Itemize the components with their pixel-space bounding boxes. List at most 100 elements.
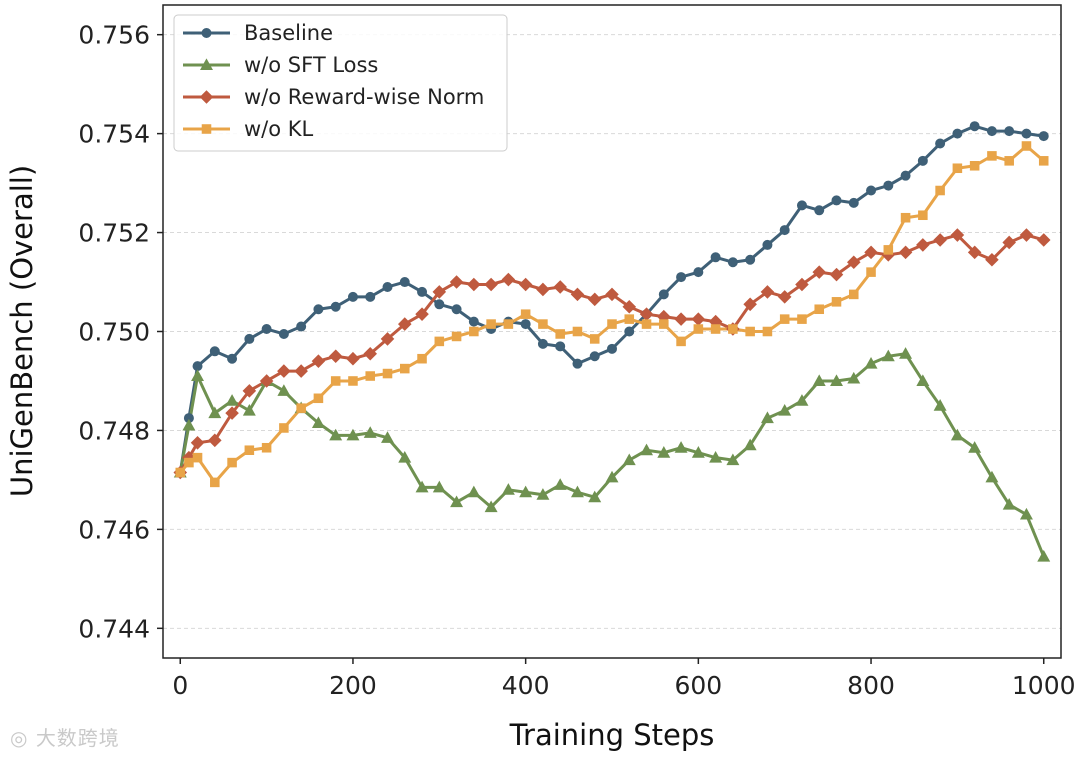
data-point: [397, 317, 412, 331]
data-point: [536, 282, 550, 297]
data-point: [555, 329, 565, 339]
data-point: [1021, 128, 1032, 139]
legend-label: w/o Reward-wise Norm: [244, 85, 484, 109]
data-point: [296, 321, 307, 332]
legend-entry-w-o-kl: w/o KL: [183, 117, 314, 141]
data-point: [587, 292, 602, 307]
x-tick-label: 200: [329, 671, 377, 700]
data-point: [225, 394, 239, 406]
data-point: [346, 428, 360, 441]
data-point: [881, 349, 895, 362]
x-axis-ticks: 0 200 400 600 800 1000: [172, 658, 1076, 700]
data-point: [210, 477, 220, 488]
data-point: [589, 351, 600, 362]
data-point: [676, 336, 686, 347]
data-point: [1037, 549, 1051, 562]
data-point: [760, 285, 775, 299]
x-tick-label: 400: [502, 671, 550, 700]
legend-label: w/o KL: [244, 117, 314, 141]
data-point: [830, 374, 843, 386]
data-point: [311, 416, 325, 429]
data-point: [935, 138, 946, 149]
data-point: [674, 441, 688, 453]
legend-marker: [201, 124, 212, 134]
data-point: [469, 326, 479, 337]
legend-label: w/o SFT Loss: [244, 53, 378, 77]
data-point: [259, 374, 274, 388]
data-point: [622, 453, 636, 466]
data-point: [503, 319, 514, 329]
data-point: [184, 457, 194, 468]
data-point: [605, 287, 619, 302]
data-point: [969, 121, 980, 132]
data-point: [261, 442, 272, 453]
data-point: [451, 331, 462, 342]
data-point: [501, 483, 515, 495]
data-point: [657, 446, 671, 458]
data-point: [640, 443, 654, 456]
y-tick-label: 0.756: [78, 21, 150, 50]
data-point: [1036, 233, 1051, 247]
x-axis-title: Training Steps: [509, 718, 715, 752]
data-point: [641, 319, 652, 329]
data-point: [182, 418, 196, 431]
data-point: [812, 265, 827, 279]
y-axis-title: UniGenBench (Overall): [5, 165, 39, 497]
data-point: [659, 319, 669, 329]
data-point: [432, 285, 447, 299]
data-point: [987, 151, 997, 161]
legend-marker: [201, 28, 212, 38]
data-point: [899, 347, 913, 359]
data-point: [451, 304, 462, 315]
data-point: [278, 328, 289, 339]
data-point: [363, 346, 378, 361]
data-point: [986, 126, 997, 137]
data-point: [950, 228, 965, 242]
legend-box: [173, 14, 508, 152]
data-point: [883, 245, 894, 255]
data-point: [917, 155, 928, 166]
data-point: [313, 304, 324, 315]
y-tick-label: 0.744: [78, 614, 150, 643]
watermark: ◎ 大数跨境: [10, 722, 120, 751]
data-point: [277, 384, 291, 396]
data-point: [520, 309, 531, 319]
watermark-logo-icon: ◎: [10, 726, 29, 750]
data-point: [518, 277, 533, 292]
data-point: [968, 441, 982, 453]
data-point: [710, 252, 721, 263]
y-tick-label: 0.754: [78, 120, 150, 149]
data-point: [209, 346, 220, 357]
data-point: [191, 369, 205, 382]
data-point: [898, 245, 913, 260]
data-point: [848, 289, 859, 300]
legend-label: Baseline: [244, 21, 333, 45]
data-point: [727, 257, 738, 268]
data-point: [864, 357, 878, 369]
data-point: [831, 195, 842, 206]
data-point: [1038, 131, 1049, 142]
data-point: [622, 299, 637, 314]
x-tick-label: 800: [847, 671, 895, 700]
data-point: [330, 376, 341, 386]
data-point: [1002, 497, 1016, 510]
data-point: [709, 450, 723, 463]
data-point: [415, 307, 429, 321]
legend-marker: [200, 58, 213, 70]
data-point: [883, 180, 894, 191]
y-tick-label: 0.752: [78, 219, 150, 248]
data-point: [553, 280, 567, 294]
data-point: [848, 197, 859, 208]
data-point: [450, 495, 464, 508]
data-point: [589, 334, 600, 344]
data-point: [519, 485, 533, 498]
data-point: [520, 319, 531, 330]
data-point: [624, 326, 635, 337]
legend-marker: [199, 90, 214, 104]
data-point: [192, 452, 203, 463]
data-point: [382, 368, 393, 379]
data-point: [900, 170, 911, 181]
data-point: [743, 438, 757, 451]
data-point: [916, 374, 930, 386]
data-point: [381, 431, 394, 443]
